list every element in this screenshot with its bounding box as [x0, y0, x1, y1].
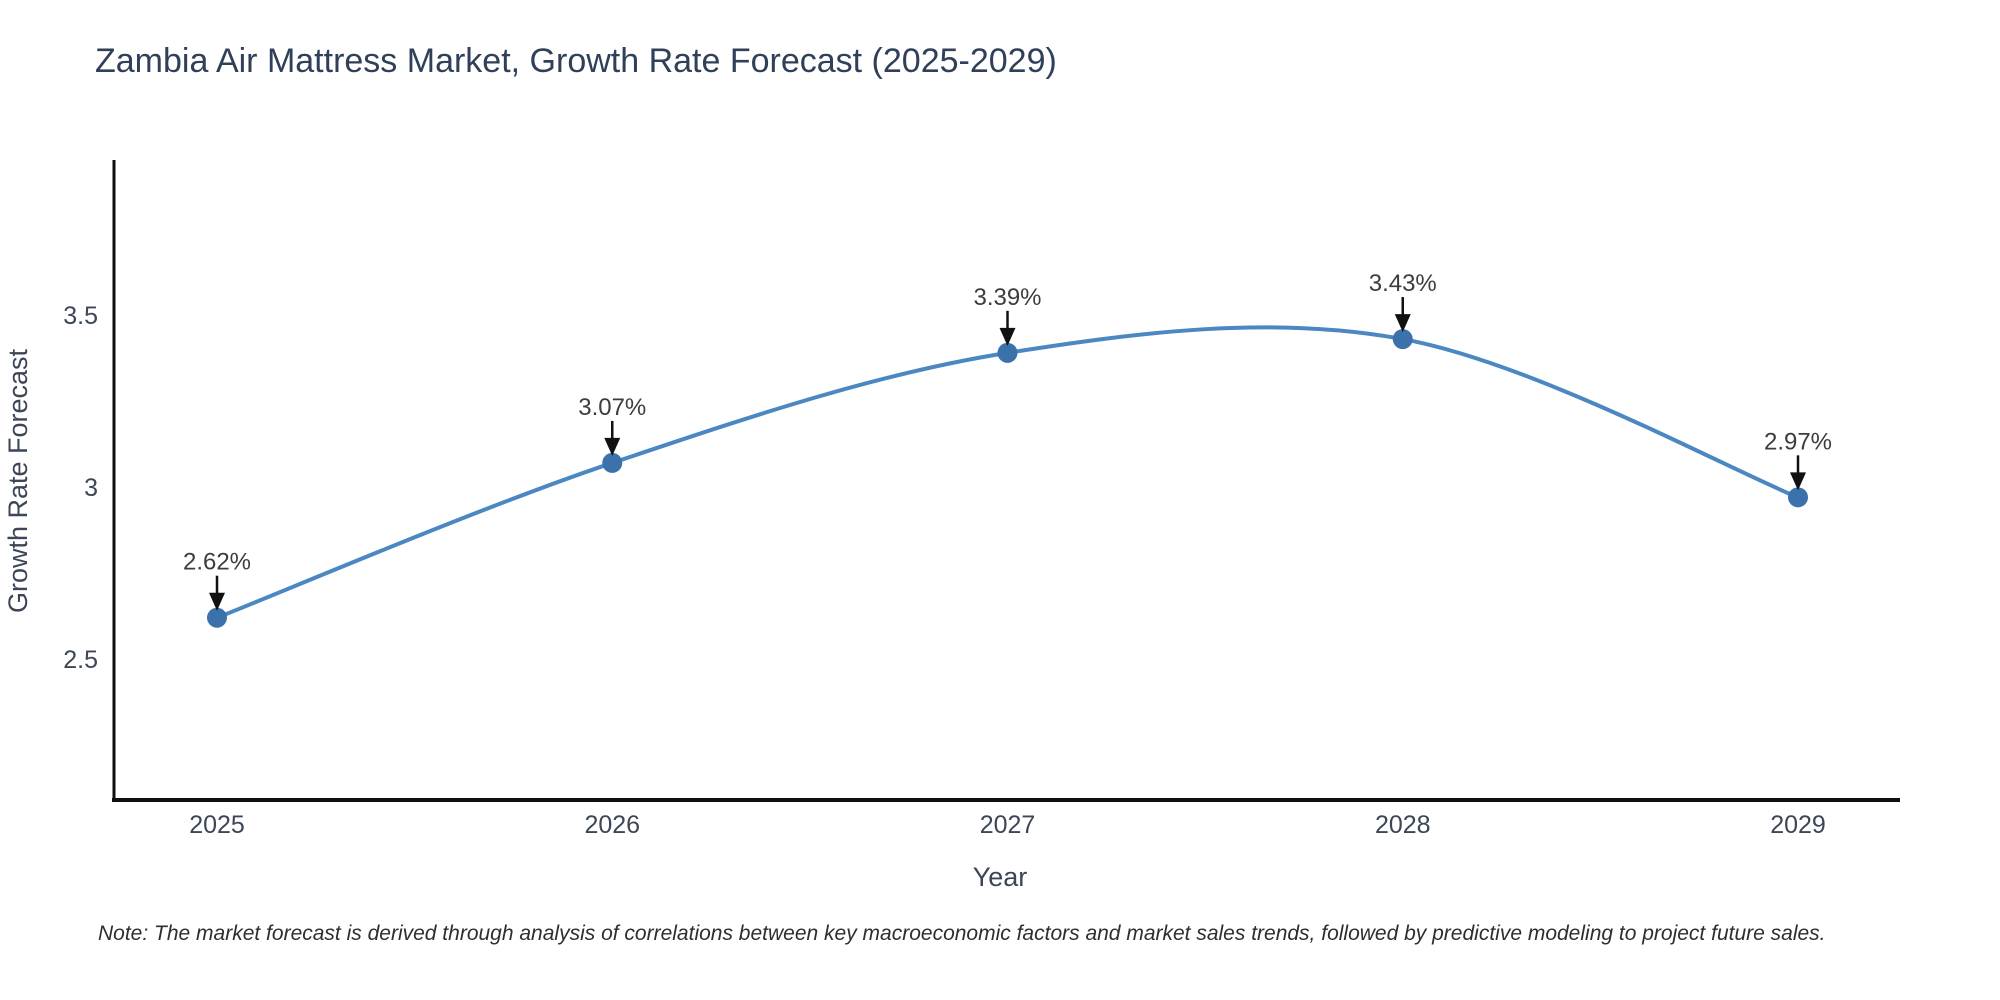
data-point-annotation: 2.97%	[1764, 428, 1832, 491]
x-tick-label: 2026	[584, 811, 640, 839]
data-point-label: 3.39%	[973, 284, 1041, 311]
data-point-label: 2.62%	[183, 549, 251, 576]
data-point-annotation: 2.62%	[183, 549, 251, 611]
data-point-marker	[1788, 487, 1808, 508]
data-point-marker	[207, 607, 227, 628]
data-point-marker	[997, 342, 1018, 363]
markers-layer	[207, 329, 1808, 628]
data-point-label: 3.07%	[578, 394, 646, 421]
data-point-label: 2.97%	[1764, 428, 1832, 455]
forecast-line	[215, 325, 1800, 620]
annotation-arrowhead-icon	[1394, 314, 1411, 333]
x-axis-label: Year	[973, 862, 1028, 892]
annotation-arrowhead-icon	[209, 592, 225, 611]
chart-footnote: Note: The market forecast is derived thr…	[98, 922, 1826, 945]
annotations-layer: 2.62% 3.07% 3.39% 3.43% 2.97%	[183, 270, 1832, 611]
y-tick-label: 2.5	[63, 646, 98, 674]
annotation-arrowhead-icon	[604, 437, 621, 456]
y-tick-label: 3	[84, 474, 98, 502]
data-point-label: 3.43%	[1369, 270, 1437, 297]
y-tick-label: 3.5	[63, 302, 98, 330]
annotation-arrowhead-icon	[1790, 472, 1806, 491]
data-point-annotation: 3.07%	[578, 394, 646, 456]
x-tick-label: 2029	[1770, 811, 1826, 839]
x-tick-label: 2025	[189, 811, 245, 839]
data-point-annotation: 3.43%	[1369, 270, 1437, 333]
data-point-annotation: 3.39%	[973, 284, 1042, 346]
data-point-marker	[602, 452, 623, 473]
annotation-arrowhead-icon	[999, 327, 1016, 346]
axes-layer: 2.5 3 3.5 2025 2026 2027 2028 2029	[63, 160, 1900, 839]
x-tick-label: 2028	[1375, 811, 1431, 839]
chart-title: Zambia Air Mattress Market, Growth Rate …	[95, 42, 1057, 80]
data-point-marker	[1392, 329, 1413, 350]
line-series-layer	[215, 325, 1800, 620]
x-tick-label: 2027	[980, 811, 1036, 839]
y-axis-label: Growth Rate Forecast	[3, 348, 33, 613]
